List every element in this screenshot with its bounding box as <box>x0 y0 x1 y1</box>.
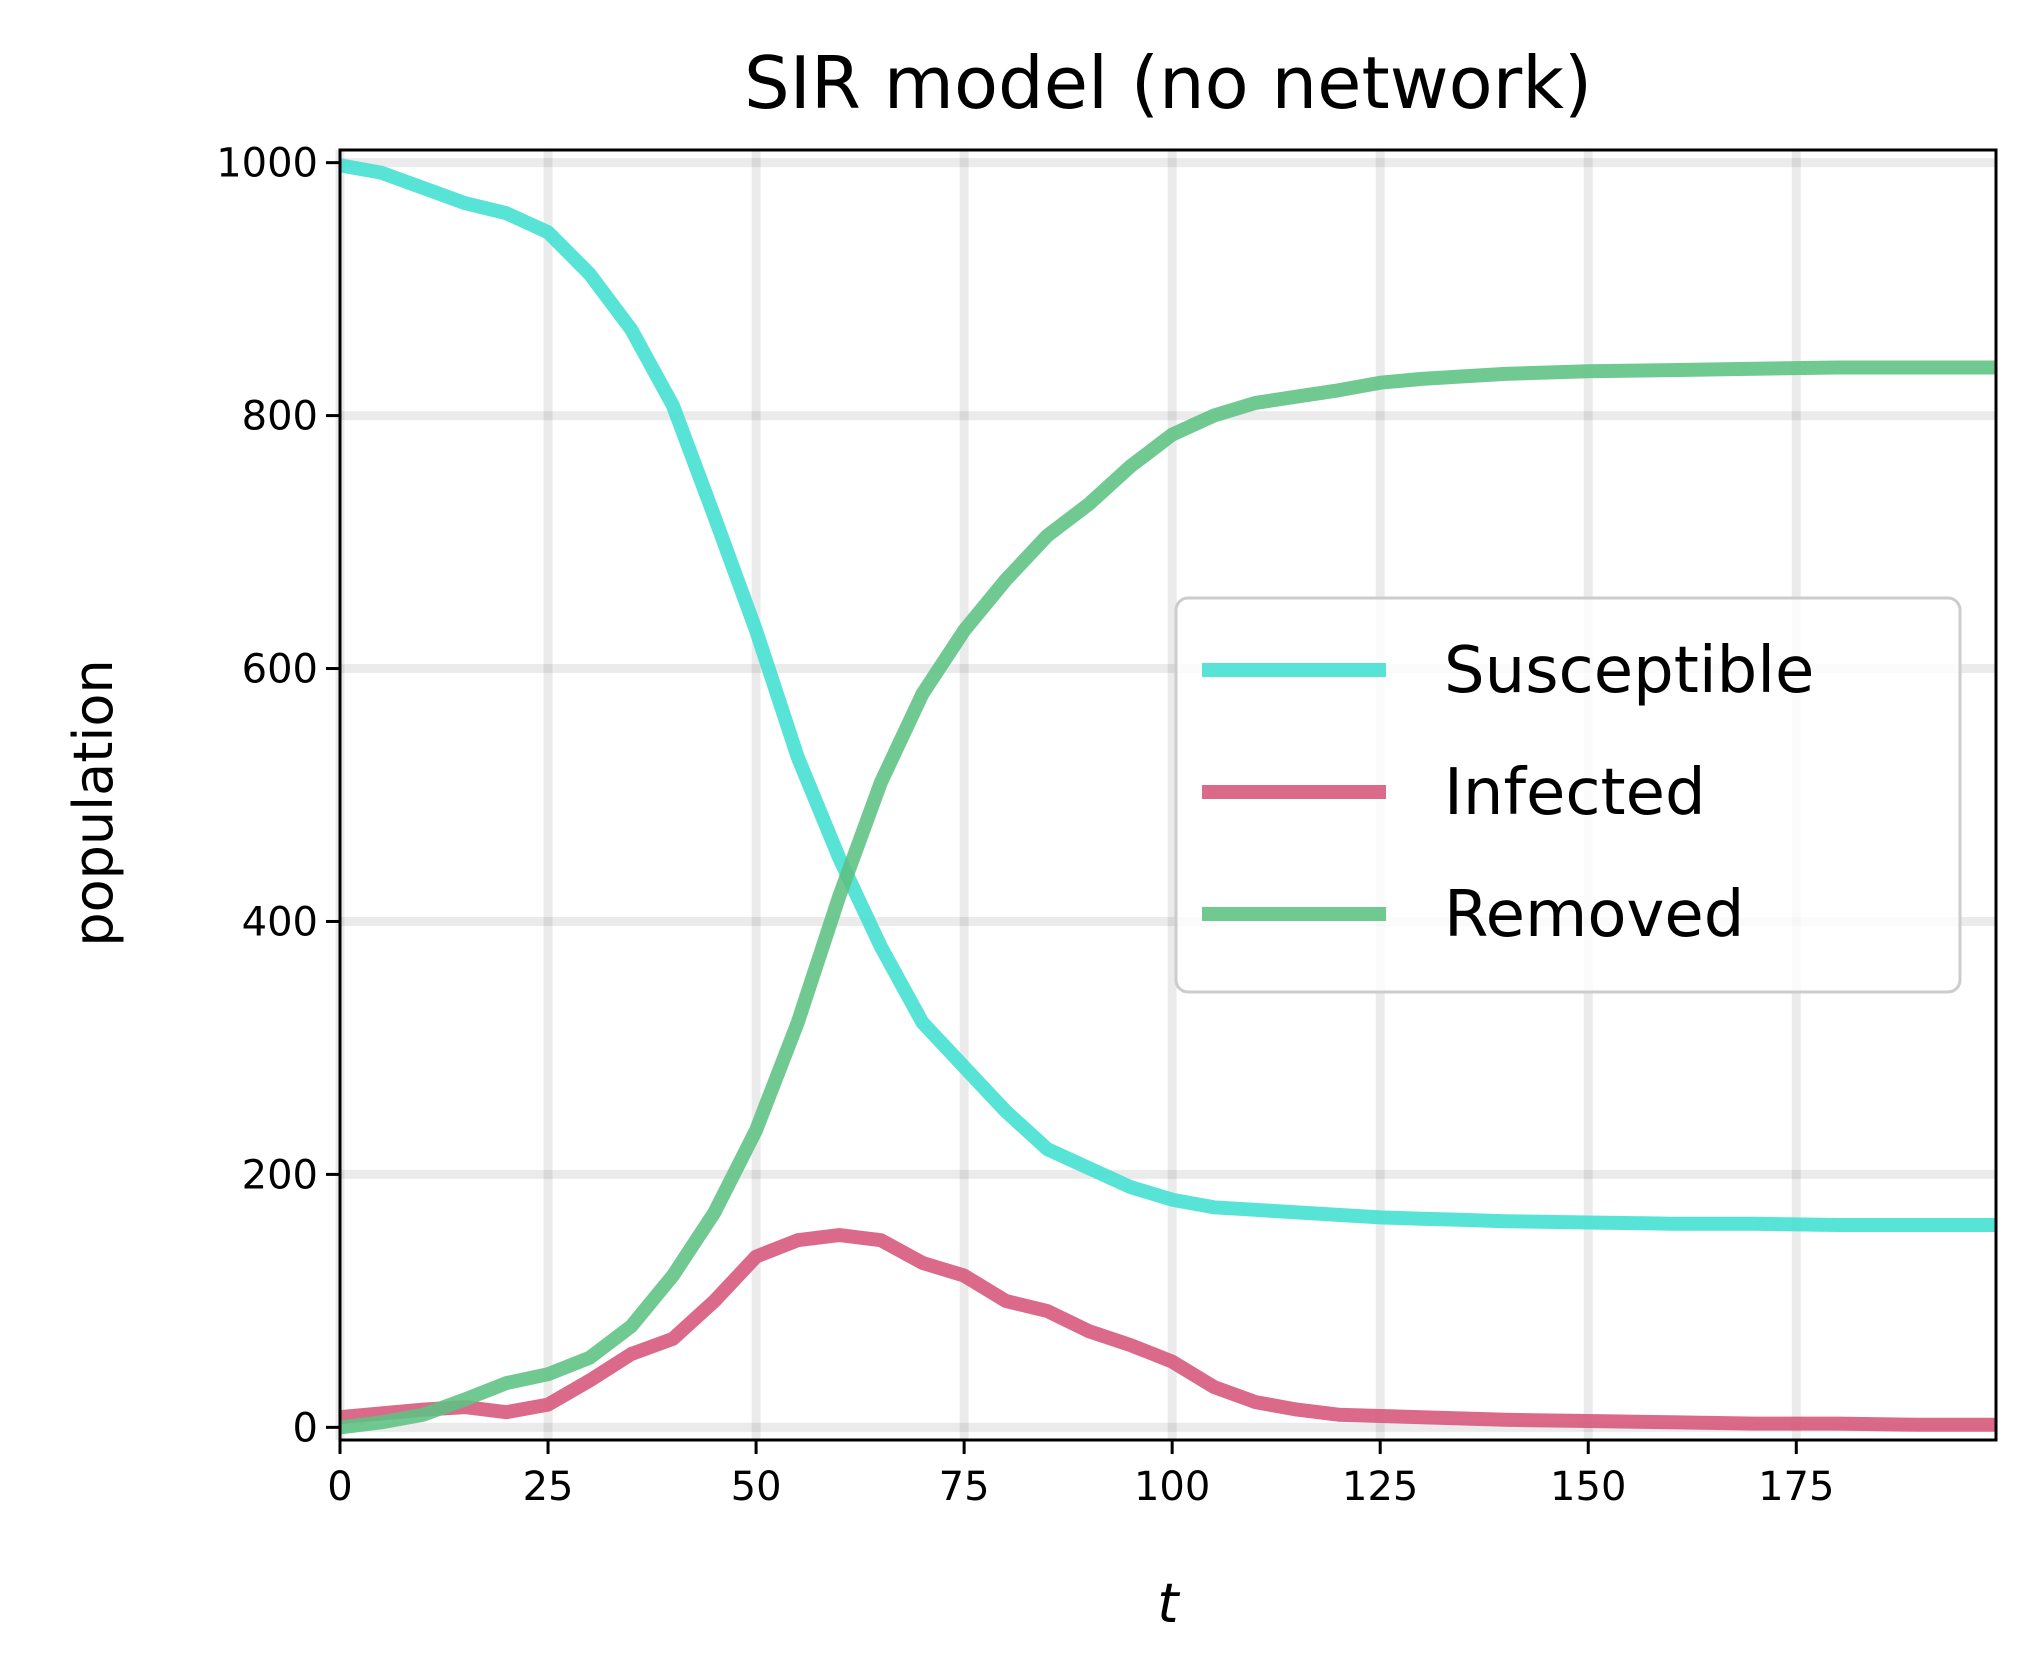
x-tick-label: 50 <box>731 1464 782 1510</box>
y-axis-title: population <box>62 659 125 946</box>
series-line-infected <box>340 1228 1996 1432</box>
x-tick-label: 100 <box>1134 1464 1210 1510</box>
axis-ticks: 0 25 50 75 100 125 150 175 0 200 400 600 800 1000 <box>216 141 1834 1510</box>
plot-frame <box>338 148 1998 1442</box>
legend-label-removed: Removed <box>1444 878 1744 952</box>
x-axis-title: t <box>1157 1572 1180 1635</box>
x-tick-label: 25 <box>523 1464 574 1510</box>
x-tick-label: 0 <box>327 1464 352 1510</box>
y-tick-label: 400 <box>242 899 318 945</box>
y-tick-label: 1000 <box>216 141 318 187</box>
legend-label-susceptible: Susceptible <box>1444 634 1814 708</box>
y-tick-label: 800 <box>242 394 318 440</box>
y-tick-label: 0 <box>293 1405 318 1451</box>
x-tick-label: 125 <box>1342 1464 1418 1510</box>
x-tick-label: 75 <box>939 1464 990 1510</box>
legend: Susceptible Infected Removed <box>1174 596 1962 994</box>
series-lines <box>340 158 1996 1435</box>
y-tick-label: 600 <box>242 647 318 693</box>
series-line-susceptible <box>340 158 1996 1232</box>
legend-label-infected: Infected <box>1444 756 1706 830</box>
x-tick-label: 175 <box>1758 1464 1834 1510</box>
legend-box <box>1174 596 1962 994</box>
series-line-removed <box>340 360 1996 1435</box>
x-tick-label: 150 <box>1550 1464 1626 1510</box>
chart-title: SIR model (no network) <box>744 41 1592 125</box>
y-tick-label: 200 <box>242 1152 318 1198</box>
